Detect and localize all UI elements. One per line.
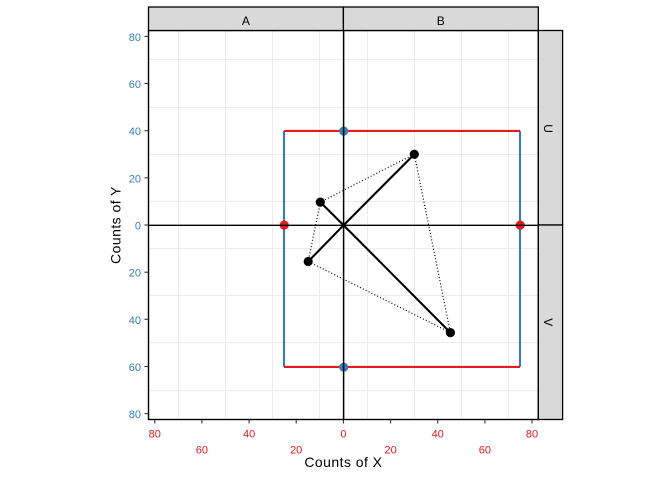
svg-text:80: 80 — [526, 429, 538, 441]
svg-text:40: 40 — [243, 429, 255, 441]
svg-text:60: 60 — [196, 444, 208, 456]
svg-text:V: V — [541, 318, 555, 326]
svg-text:80: 80 — [129, 409, 141, 421]
svg-text:0: 0 — [340, 429, 346, 441]
svg-text:40: 40 — [129, 126, 141, 138]
svg-text:80: 80 — [129, 32, 141, 44]
svg-text:40: 40 — [432, 429, 444, 441]
svg-text:40: 40 — [129, 315, 141, 327]
svg-text:A: A — [242, 14, 250, 28]
svg-text:80: 80 — [149, 429, 161, 441]
svg-text:Counts of X: Counts of X — [304, 454, 382, 470]
svg-text:20: 20 — [384, 444, 396, 456]
svg-text:Counts of Y: Counts of Y — [107, 186, 123, 264]
svg-text:60: 60 — [479, 444, 491, 456]
svg-text:60: 60 — [129, 362, 141, 374]
svg-text:B: B — [437, 14, 445, 28]
svg-text:20: 20 — [290, 444, 302, 456]
svg-text:20: 20 — [129, 268, 141, 280]
svg-text:60: 60 — [129, 79, 141, 91]
svg-text:0: 0 — [135, 221, 141, 233]
svg-text:U: U — [541, 124, 555, 133]
svg-text:20: 20 — [129, 173, 141, 185]
